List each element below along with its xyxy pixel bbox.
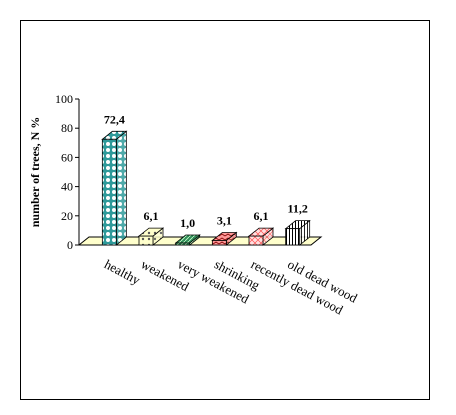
bar-shrinking bbox=[211, 231, 238, 246]
bar-healthy bbox=[101, 130, 128, 246]
bar-front bbox=[285, 228, 301, 246]
y-tick-label: 80 bbox=[61, 121, 73, 135]
data-label: 6,1 bbox=[254, 209, 269, 223]
bar-front bbox=[101, 138, 117, 246]
axes: 0 20 40 60 80 100 bbox=[55, 92, 311, 252]
bar-chart: 0 20 40 60 80 100 72,4 6,1 1,0 3,1 6,1 11,2 health… bbox=[28, 92, 360, 318]
bar-old-dead-wood bbox=[284, 219, 311, 246]
bar-front bbox=[248, 235, 264, 246]
data-label: 3,1 bbox=[217, 213, 232, 227]
bar-side bbox=[115, 130, 127, 246]
y-tick-label: 20 bbox=[61, 209, 73, 223]
y-tick-label: 40 bbox=[61, 180, 73, 194]
bar-front bbox=[138, 235, 154, 246]
bar-recently-dead-wood bbox=[247, 227, 275, 246]
data-label: 11,2 bbox=[287, 202, 307, 216]
y-axis-label: number of trees, N % bbox=[28, 117, 42, 228]
data-label: 6,1 bbox=[144, 209, 159, 223]
bar-very-weakened bbox=[174, 234, 201, 246]
y-tick-label: 100 bbox=[55, 92, 73, 106]
data-label: 1,0 bbox=[180, 216, 195, 230]
data-label: 72,4 bbox=[104, 112, 125, 126]
bar-front bbox=[175, 242, 191, 246]
chart-frame: 0 20 40 60 80 100 72,4 6,1 1,0 3,1 6,1 11,2 health… bbox=[20, 20, 430, 400]
y-tick-label: 60 bbox=[61, 150, 73, 164]
bar-weakened bbox=[137, 227, 165, 246]
bars bbox=[101, 130, 311, 246]
data-labels: 72,4 6,1 1,0 3,1 6,1 11,2 bbox=[104, 112, 308, 230]
y-tick-label: 0 bbox=[67, 238, 73, 252]
x-tick-label: healthy bbox=[102, 256, 143, 287]
bar-front bbox=[211, 240, 227, 246]
